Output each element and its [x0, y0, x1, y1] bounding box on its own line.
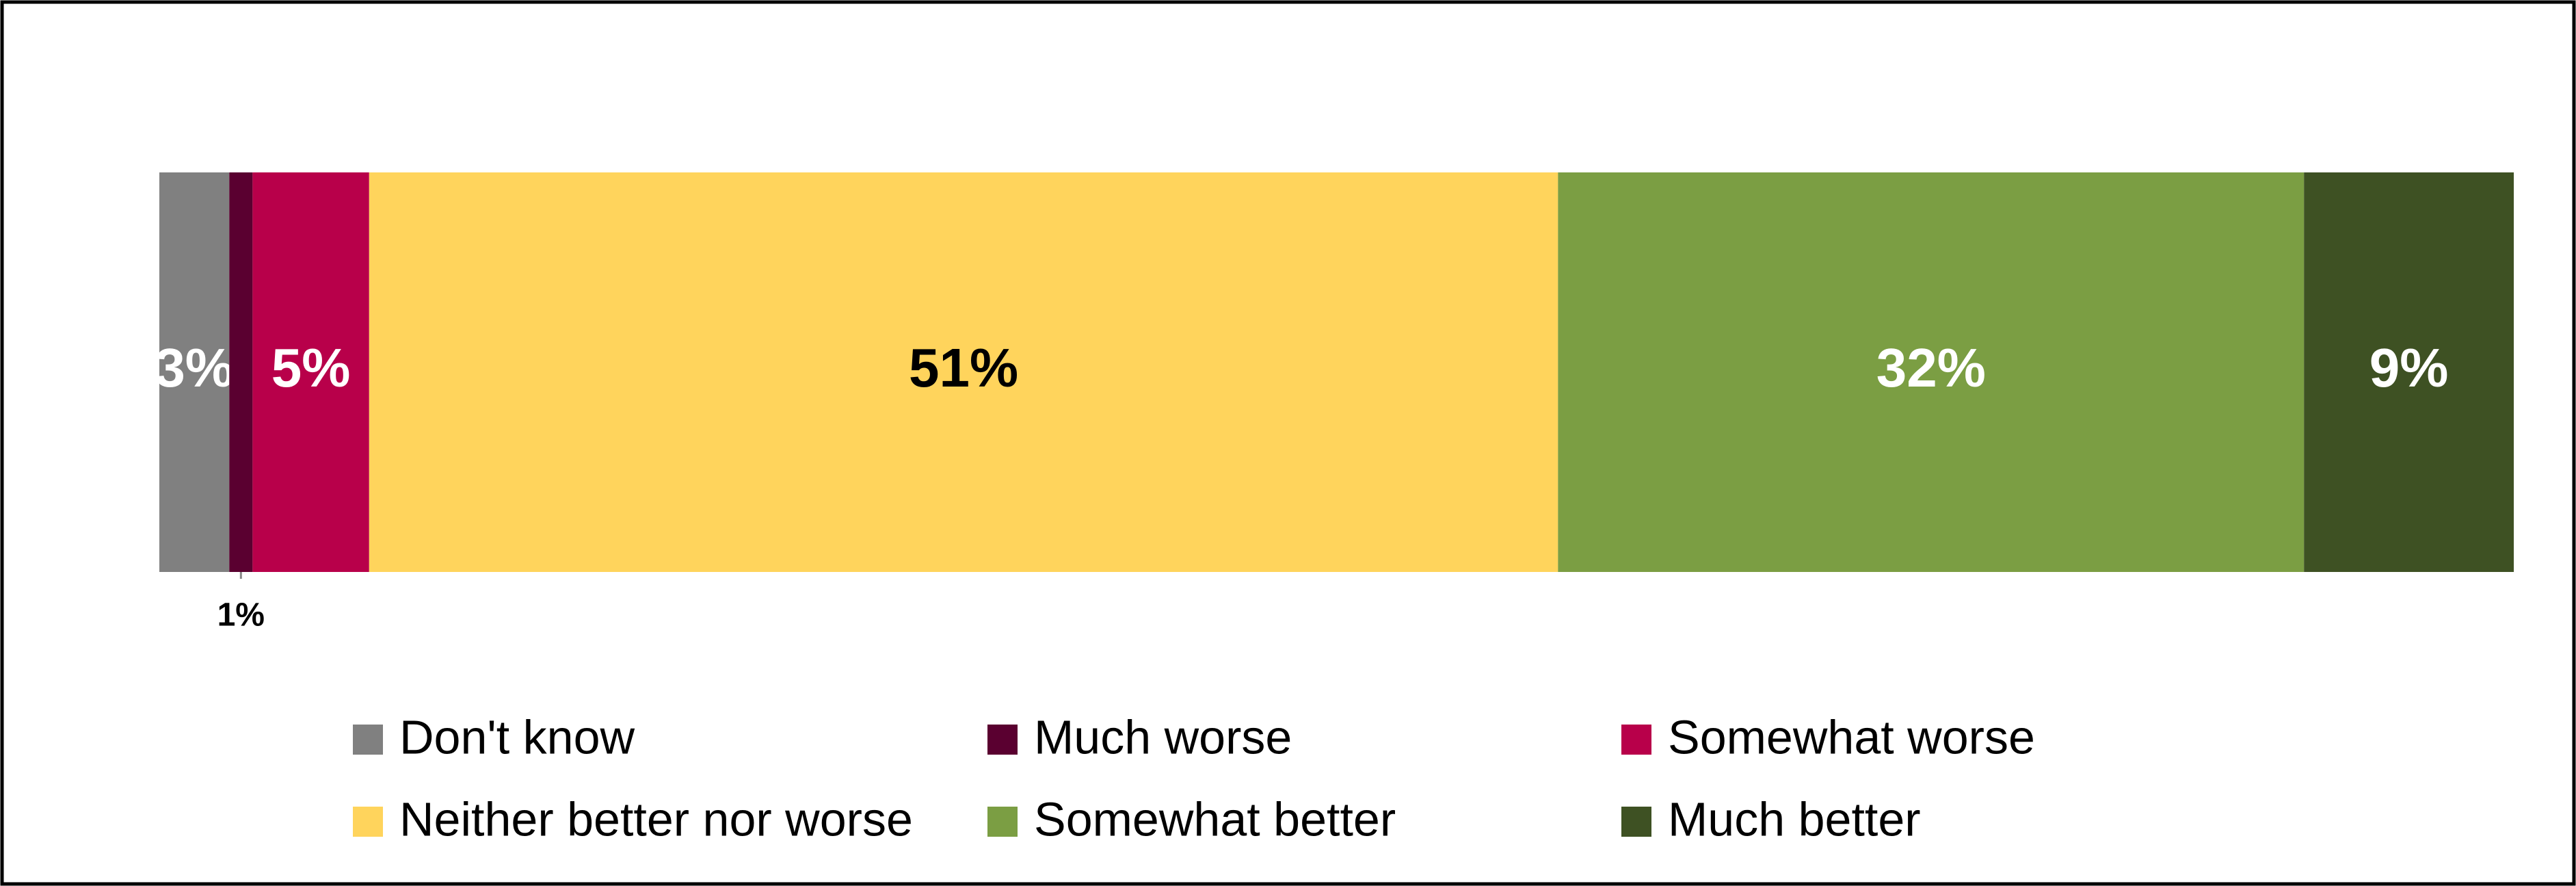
data-label: 5% [271, 337, 351, 398]
legend-marker [353, 725, 383, 755]
legend-marker [987, 725, 1018, 755]
data-label: 32% [1876, 337, 1986, 398]
legend-marker [353, 807, 383, 837]
bar-segment [369, 172, 1558, 572]
legend-label: Much worse [1034, 710, 1292, 764]
legend-marker [1621, 725, 1651, 755]
bar-segment [159, 172, 230, 572]
legend-label: Don't know [399, 710, 635, 764]
legend-label: Neither better nor worse [399, 792, 913, 846]
bar-segment [1558, 172, 2305, 572]
legend-marker [987, 807, 1018, 837]
data-label: 51% [909, 337, 1018, 398]
bar-segment [252, 172, 369, 572]
legend-label: Somewhat worse [1668, 710, 2035, 764]
data-label: 9% [2369, 337, 2449, 398]
bar-segment [2304, 172, 2514, 572]
data-label: 3% [155, 337, 234, 398]
legend-marker [1621, 807, 1651, 837]
bar-segment [229, 172, 253, 572]
legend-label: Much better [1668, 792, 1921, 846]
legend-label: Somewhat better [1034, 792, 1396, 846]
data-label: 1% [217, 597, 265, 634]
